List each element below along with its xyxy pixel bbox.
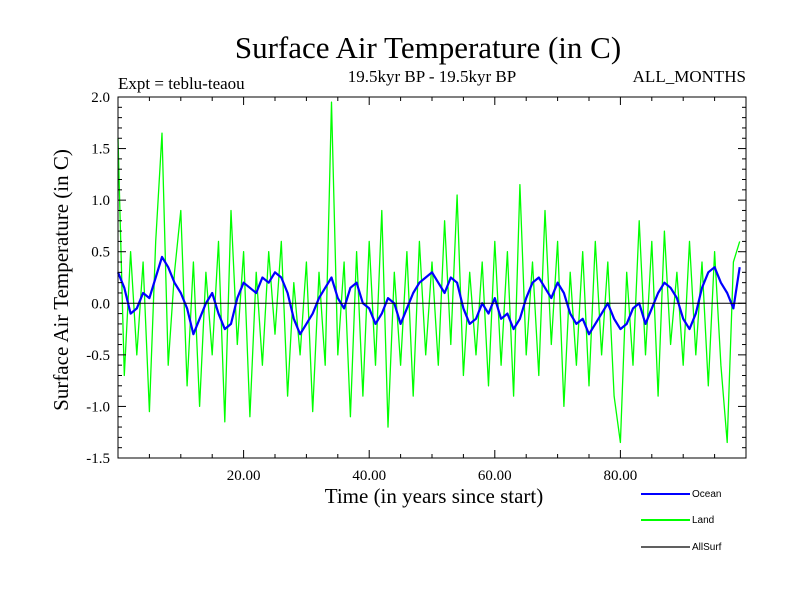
- x-axis-label: Time (in years since start): [325, 484, 544, 508]
- x-tick-label: 80.00: [604, 468, 638, 484]
- y-tick-label: 1.5: [91, 142, 110, 158]
- y-tick-label: -1.0: [86, 399, 110, 415]
- y-tick-label: 0.0: [91, 296, 110, 312]
- y-tick-label: 2.0: [91, 90, 110, 106]
- x-axis-ticks: 20.00 40.00 60.00 80.00: [148, 97, 716, 484]
- legend-label-ocean: Ocean: [692, 489, 721, 500]
- x-tick-label: 60.00: [478, 468, 512, 484]
- legend: Ocean Land AllSurf: [641, 489, 722, 553]
- months-label: ALL_MONTHS: [633, 67, 746, 86]
- period-label: 19.5kyr BP - 19.5kyr BP: [348, 67, 516, 86]
- experiment-label: Expt = teblu-teaou: [118, 74, 245, 93]
- y-tick-label: 0.5: [91, 245, 110, 261]
- y-axis-ticks: -1.5 -1.0 -0.5 0.0 0.5 1.0 1.5 2.0: [86, 90, 746, 467]
- plot-area: 20.00 40.00 60.00 80.00 -1.5 -1.0 -0.5 0.0 0.5 1…: [86, 90, 747, 484]
- legend-label-land: Land: [692, 515, 714, 526]
- series-ocean: [116, 255, 741, 336]
- series-line-land: [117, 101, 741, 444]
- series-line-ocean: [116, 255, 741, 336]
- plot-frame: [117, 96, 747, 459]
- y-tick-label: -1.5: [86, 451, 110, 467]
- legend-label-allsurf: AllSurf: [692, 542, 722, 553]
- y-tick-label: -0.5: [86, 348, 110, 364]
- x-tick-label: 40.00: [352, 468, 386, 484]
- y-tick-label: 1.0: [91, 193, 110, 209]
- x-tick-label: 20.00: [227, 468, 261, 484]
- y-axis-label: Surface Air Temperature (in C): [49, 149, 73, 411]
- chart-title: Surface Air Temperature (in C): [235, 30, 621, 65]
- series-land: [117, 101, 741, 444]
